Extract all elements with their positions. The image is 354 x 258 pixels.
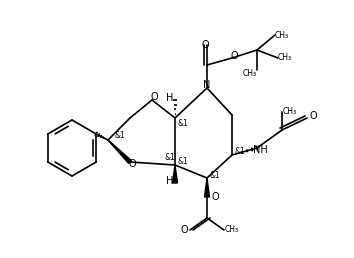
- Text: &1: &1: [178, 118, 188, 127]
- Text: &1: &1: [178, 157, 188, 166]
- Text: O: O: [211, 192, 219, 202]
- Text: O: O: [309, 111, 317, 121]
- Text: O: O: [150, 92, 158, 102]
- Text: &1: &1: [115, 131, 125, 140]
- Text: H: H: [166, 93, 174, 103]
- Text: CH₃: CH₃: [278, 53, 292, 62]
- Text: CH₃: CH₃: [225, 225, 239, 235]
- Polygon shape: [205, 178, 210, 197]
- Text: &1: &1: [210, 171, 221, 180]
- Text: CH₃: CH₃: [243, 69, 257, 78]
- Text: H: H: [166, 176, 174, 186]
- Text: O: O: [128, 159, 136, 169]
- Text: O: O: [180, 225, 188, 235]
- Polygon shape: [172, 165, 177, 183]
- Text: CH₃: CH₃: [275, 30, 289, 39]
- Text: N: N: [203, 80, 211, 90]
- Text: &1: &1: [235, 148, 245, 157]
- Text: NH: NH: [253, 145, 267, 155]
- Text: CH₃: CH₃: [283, 108, 297, 117]
- Text: O: O: [230, 51, 238, 61]
- Polygon shape: [108, 140, 131, 163]
- Text: &1: &1: [165, 152, 175, 162]
- Text: O: O: [201, 40, 209, 50]
